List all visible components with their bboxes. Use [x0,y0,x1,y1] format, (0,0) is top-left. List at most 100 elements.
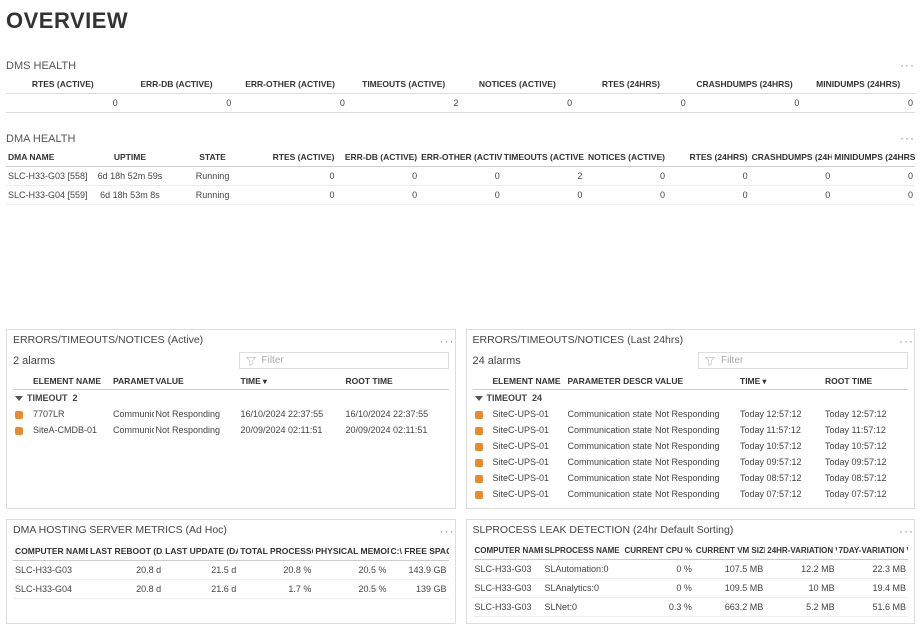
hosting-col-header[interactable]: PHYSICAL MEMORY USAGE [313,542,388,561]
leak-col-header[interactable]: COMPUTER NAME [473,542,543,560]
dma-row[interactable]: SLC-H33-G03 [558]6d 18h 52m 59sRunning00… [6,167,915,186]
err-col-header[interactable]: ELEMENT NAME [491,373,566,390]
err-col-header[interactable]: TIME▾ [738,373,823,390]
leak-menu-icon[interactable]: ··· [899,524,914,538]
dms-value: 0 [233,94,347,113]
errors-24h-filter-input[interactable]: Filter [698,352,908,369]
leak-row[interactable]: SLC-H33-G03SLNet:00.3 %663.2 MB5.2 MB51.… [473,598,909,617]
alarm-severity-icon [15,427,23,435]
dma-col-header[interactable]: NOTICES (ACTIVE) [584,148,667,167]
alarm-row[interactable]: SiteA-CMDB-01Communication stateNot Resp… [13,422,449,438]
dms-col-header[interactable]: ERR-OTHER (ACTIVE) [233,75,347,94]
hosting-row[interactable]: SLC-H33-G0420.8 d21.6 d1.7 %20.5 %139 GB [13,580,449,599]
dms-col-header[interactable]: ERR-DB (ACTIVE) [120,75,234,94]
err-col-header[interactable]: PARAMETER DESCRIPTION [111,373,154,390]
leak-col-header[interactable]: SLPROCESS NAME [543,542,623,560]
alarm-cell: Communication state [566,406,654,422]
err-col-header[interactable]: ELEMENT NAME [31,373,111,390]
hosting-col-header[interactable]: COMPUTER NAME [13,542,88,561]
leak-col-header[interactable]: CURRENT VM SIZE [694,542,765,560]
hosting-cell: SLC-H33-G04 [13,580,88,599]
hosting-col-header[interactable]: C:\ FREE SPACE [389,542,449,561]
alarm-cell: 16/10/2024 22:37:55 [344,406,449,422]
alarm-cell: SiteC-UPS-01 [491,454,566,470]
dma-col-header[interactable]: DMA NAME [6,148,89,167]
leak-col-header[interactable]: 7DAY-VARIATION VM SIZE [837,542,908,560]
alarm-row[interactable]: SiteC-UPS-01Communication stateNot Respo… [473,486,909,502]
errors-24h-menu-icon[interactable]: ··· [899,334,914,348]
hosting-cell: 20.8 d [88,561,163,580]
alarm-severity-icon [475,443,483,451]
alarm-cell: SiteC-UPS-01 [491,406,566,422]
leak-cell: 19.4 MB [837,579,908,598]
alarm-cell: Communication state [111,422,154,438]
alarm-cell: 20/09/2024 02:11:51 [344,422,449,438]
dms-col-header[interactable]: TIMEOUTS (ACTIVE) [347,75,461,94]
err-col-header[interactable]: TIME▾ [239,373,344,390]
leak-cell: SLNet:0 [543,598,623,617]
leak-col-header[interactable]: CURRENT CPU % [623,542,694,560]
alarm-row[interactable]: SiteC-UPS-01Communication stateNot Respo… [473,406,909,422]
alarm-row[interactable]: 7707LRCommunication stateNot Responding1… [13,406,449,422]
dms-value: 0 [801,94,915,113]
err-col-header[interactable]: PARAMETER DESCRIPTION [566,373,654,390]
leak-row[interactable]: SLC-H33-G03SLAutomation:00 %107.5 MB12.2… [473,560,909,579]
alarm-cell: Today 10:57:12 [738,438,823,454]
dms-health-menu-icon[interactable]: ··· [900,58,915,72]
err-col-header[interactable]: ROOT TIME [823,373,908,390]
dma-row[interactable]: SLC-H33-G04 [559]6d 18h 53m 8sRunning000… [6,186,915,205]
dma-col-header[interactable]: ERR-DB (ACTIVE) [337,148,420,167]
errors-active-menu-icon[interactable]: ··· [440,334,455,348]
alarm-row[interactable]: SiteC-UPS-01Communication stateNot Respo… [473,422,909,438]
alarm-severity-icon [475,411,483,419]
err-col-header[interactable]: ROOT TIME [344,373,449,390]
dms-col-header[interactable]: CRASHDUMPS (24HRS) [688,75,802,94]
dms-col-header[interactable]: NOTICES (ACTIVE) [461,75,575,94]
dma-cell: SLC-H33-G03 [558] [6,167,89,186]
dma-cell: SLC-H33-G04 [559] [6,186,89,205]
dma-cell: 0 [750,167,833,186]
alarm-cell: Not Responding [653,438,738,454]
dms-col-header[interactable]: MINIDUMPS (24HRS) [801,75,915,94]
alarm-cell: Today 08:57:12 [823,470,908,486]
leak-cell: 0 % [623,560,694,579]
dma-cell: 6d 18h 52m 59s [89,167,172,186]
leak-cell: 109.5 MB [694,579,765,598]
leak-row[interactable]: SLC-H33-G03SLAnalytics:00 %109.5 MB10 MB… [473,579,909,598]
dma-col-header[interactable]: STATE [171,148,254,167]
err-col-header[interactable]: VALUE [653,373,738,390]
hosting-row[interactable]: SLC-H33-G0320.8 d21.5 d20.8 %20.5 %143.9… [13,561,449,580]
hosting-cell: 1.7 % [238,580,313,599]
hosting-col-header[interactable]: LAST UPDATE (DAYS) [163,542,238,561]
hosting-col-header[interactable]: TOTAL PROCESSOR LOAD [238,542,313,561]
err-group-row[interactable]: TIMEOUT 2 [13,390,449,407]
leak-col-header[interactable]: 24HR-VARIATION VM SIZE [765,542,836,560]
dms-health-section: DMS HEALTH ··· RTES (ACTIVE)ERR-DB (ACTI… [6,54,915,113]
errors-active-filter-input[interactable]: Filter [239,352,449,369]
errors-24h-table: ELEMENT NAMEPARAMETER DESCRIPTIONVALUETI… [473,373,909,502]
dma-col-header[interactable]: ERR-OTHER (ACTIVE) [419,148,502,167]
alarm-severity-icon [475,475,483,483]
alarm-row[interactable]: SiteC-UPS-01Communication stateNot Respo… [473,454,909,470]
dma-cell: 6d 18h 53m 8s [89,186,172,205]
page-title: OVERVIEW [6,8,915,34]
hosting-col-header[interactable]: LAST REBOOT (DAYS) [88,542,163,561]
dma-cell: 0 [667,167,750,186]
dma-col-header[interactable]: UPTIME [89,148,172,167]
dms-col-header[interactable]: RTES (24HRS) [574,75,688,94]
hosting-menu-icon[interactable]: ··· [440,524,455,538]
alarm-row[interactable]: SiteC-UPS-01Communication stateNot Respo… [473,438,909,454]
alarm-cell: Today 12:57:12 [738,406,823,422]
dma-col-header[interactable]: MINIDUMPS (24HRS) [832,148,915,167]
dma-col-header[interactable]: RTES (ACTIVE) [254,148,337,167]
dma-col-header[interactable]: RTES (24HRS) [667,148,750,167]
dma-health-menu-icon[interactable]: ··· [900,131,915,145]
alarm-row[interactable]: SiteC-UPS-01Communication stateNot Respo… [473,470,909,486]
err-col-header[interactable]: VALUE [154,373,239,390]
dms-col-header[interactable]: RTES (ACTIVE) [6,75,120,94]
dma-cell: 0 [254,186,337,205]
alarm-cell: Communication state [566,422,654,438]
dma-col-header[interactable]: CRASHDUMPS (24HRS) [750,148,833,167]
err-group-row[interactable]: TIMEOUT 24 [473,390,909,407]
dma-col-header[interactable]: TIMEOUTS (ACTIVE) [502,148,585,167]
